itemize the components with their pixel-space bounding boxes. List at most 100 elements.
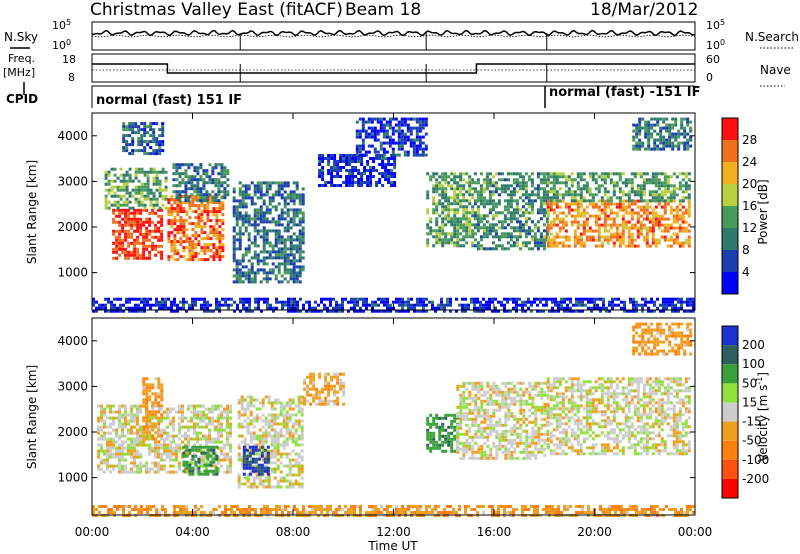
heatmap-cell [125, 197, 129, 201]
heatmap-cell [107, 173, 111, 177]
heatmap-cell [232, 187, 236, 191]
heatmap-cell [633, 175, 637, 179]
heatmap-cell [121, 446, 124, 450]
heatmap-cell [650, 132, 654, 136]
heatmap-cell [612, 232, 616, 236]
heatmap-cell [241, 184, 245, 188]
heatmap-cell [666, 202, 670, 206]
heatmap-cell [391, 129, 395, 133]
heatmap-cell [692, 306, 695, 310]
heatmap-cell [536, 244, 540, 248]
heatmap-cell [660, 196, 664, 200]
heatmap-cell [444, 193, 448, 197]
heatmap-cell [146, 140, 150, 144]
heatmap-cell [128, 191, 132, 195]
heatmap-cell [518, 184, 522, 188]
heatmap-cell [103, 422, 106, 426]
heatmap-cell [214, 199, 218, 203]
heatmap-cell [621, 217, 625, 221]
heatmap-cell [154, 244, 158, 248]
heatmap-cell [298, 274, 302, 278]
heatmap-cell [624, 208, 628, 212]
heatmap-cell [277, 193, 281, 197]
heatmap-cell [657, 214, 661, 218]
heatmap-cell [133, 416, 136, 420]
heatmap-cell [136, 404, 139, 408]
heatmap-cell [237, 425, 241, 429]
heatmap-cell [202, 181, 206, 185]
heatmap-cell [212, 243, 216, 247]
heatmap-cell [585, 229, 589, 233]
heatmap-cell [283, 259, 287, 263]
heatmap-cell [465, 241, 469, 245]
heatmap-cell [435, 181, 439, 185]
heatmap-cell [668, 129, 672, 133]
heatmap-cell [274, 208, 278, 212]
heatmap-cell [459, 217, 463, 221]
heatmap-cell [563, 300, 566, 304]
heatmap-cell [518, 247, 522, 251]
heatmap-cell [409, 117, 413, 121]
heatmap-cell [421, 141, 425, 145]
heatmap-cell [336, 163, 340, 166]
heatmap-cell [215, 234, 219, 238]
heatmap-cell [401, 300, 404, 304]
heatmap-cell [579, 223, 583, 227]
heatmap-cell [648, 244, 652, 248]
heatmap-cell [292, 253, 296, 257]
heatmap-cell [285, 425, 289, 429]
heatmap-cell [238, 271, 242, 275]
heatmap-cell [154, 470, 157, 474]
heatmap-cell [560, 297, 563, 301]
heatmap-cell [506, 309, 509, 313]
heatmap-cell [121, 211, 125, 215]
heatmap-cell [426, 193, 430, 197]
heatmap-cell [229, 431, 232, 435]
heatmap-cell [265, 181, 269, 185]
heatmap-cell [647, 147, 651, 151]
heatmap-cell [205, 416, 208, 420]
heatmap-cell [238, 241, 242, 245]
heatmap-cell [365, 303, 368, 307]
heatmap-cell [197, 207, 201, 211]
heatmap-cell [148, 467, 151, 471]
heatmap-cell [524, 187, 528, 191]
heatmap-cell [648, 226, 652, 230]
heatmap-cell [549, 199, 553, 203]
heatmap-cell [140, 182, 144, 186]
heatmap-cell [172, 437, 175, 441]
heatmap-cell [146, 194, 150, 198]
heatmap-cell [148, 253, 152, 257]
heatmap-cell [130, 413, 133, 417]
heatmap-cell [376, 138, 380, 142]
heatmap-cell [491, 175, 495, 179]
heatmap-cell [124, 434, 127, 438]
heatmap-cell [476, 199, 480, 203]
heatmap-cell [671, 126, 675, 130]
heatmap-cell [567, 208, 571, 212]
heatmap-cell [650, 126, 654, 130]
heatmap-cell [269, 306, 272, 310]
heatmap-cell [552, 217, 556, 221]
heatmap-cell [582, 187, 586, 191]
heatmap-cell [160, 214, 164, 218]
heatmap-cell [283, 181, 287, 185]
heatmap-cell [482, 235, 486, 239]
heatmap-cell [400, 132, 404, 136]
heatmap-cell [155, 303, 158, 307]
heatmap-cell [579, 241, 583, 245]
heatmap-cell [119, 185, 123, 189]
heatmap-cell [271, 256, 275, 260]
heatmap-cell [600, 211, 604, 215]
heatmap-cell [471, 205, 475, 209]
heatmap-cell [160, 223, 164, 227]
heatmap-cell [518, 220, 522, 224]
heatmap-cell [142, 431, 146, 435]
heatmap-cell [453, 220, 457, 224]
heatmap-cell [287, 306, 290, 310]
heatmap-cell [136, 455, 139, 459]
heatmap-cell [253, 202, 257, 206]
heatmap-cell [184, 193, 188, 197]
heatmap-cell [118, 235, 122, 239]
heatmap-cell [527, 229, 531, 233]
